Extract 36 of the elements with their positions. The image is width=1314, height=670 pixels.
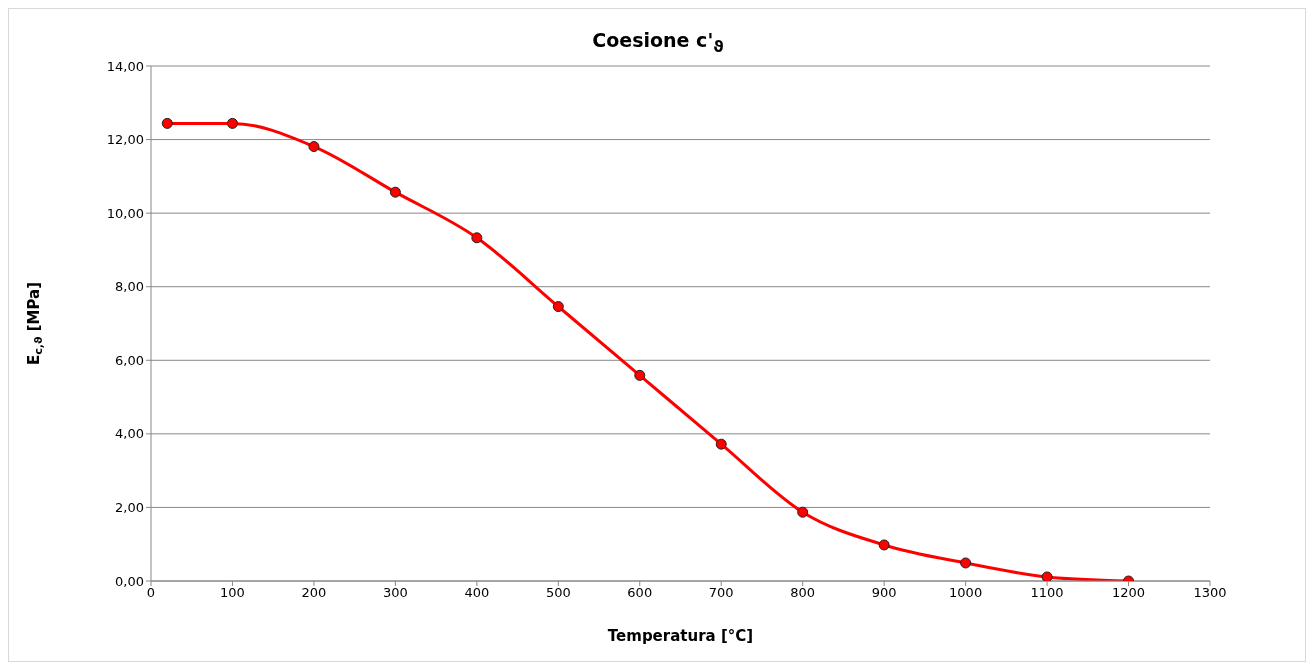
point bbox=[552, 301, 564, 313]
x-tick-label: 1000 bbox=[949, 585, 983, 601]
point bbox=[389, 186, 401, 198]
x-tick-label: 1100 bbox=[1030, 585, 1064, 601]
y-tick-label: 10,00 bbox=[106, 205, 144, 221]
point bbox=[878, 539, 890, 551]
x-tick-label: 100 bbox=[220, 585, 245, 601]
y-tick-label: 8,00 bbox=[115, 279, 144, 295]
x-tick-label: 800 bbox=[790, 585, 816, 601]
y-tick-label: 4,00 bbox=[115, 426, 144, 442]
point bbox=[634, 369, 646, 381]
x-tick-label: 700 bbox=[708, 585, 734, 601]
point bbox=[960, 557, 972, 569]
point bbox=[161, 117, 173, 129]
x-tick-label: 400 bbox=[464, 585, 490, 601]
x-tick-label: 300 bbox=[382, 585, 408, 601]
point bbox=[1041, 571, 1053, 581]
y-tick-label: 6,00 bbox=[115, 352, 144, 368]
x-tick-label: 200 bbox=[301, 585, 327, 601]
y-tick-label: 0,00 bbox=[115, 573, 144, 589]
x-tick-label: 1300 bbox=[1193, 585, 1227, 601]
point bbox=[226, 117, 238, 129]
y-tick-label: 12,00 bbox=[106, 132, 144, 148]
chart-title: Coesione c'$_{ϑ}$ bbox=[591, 29, 725, 56]
x-tick-label: 600 bbox=[627, 585, 653, 601]
point bbox=[308, 141, 320, 153]
point bbox=[715, 438, 727, 450]
x-tick-label: 1200 bbox=[1111, 585, 1146, 601]
point bbox=[471, 232, 483, 244]
point bbox=[797, 506, 809, 518]
x-tick-label: 500 bbox=[545, 585, 571, 601]
x-tick-label: 900 bbox=[871, 585, 897, 601]
y-tick-label: 14,00 bbox=[106, 58, 144, 74]
y-tick-label: 2,00 bbox=[115, 500, 144, 516]
x-tick-label: 0 bbox=[146, 585, 156, 601]
x-axis-title: Temperatura [°C] bbox=[607, 627, 754, 645]
